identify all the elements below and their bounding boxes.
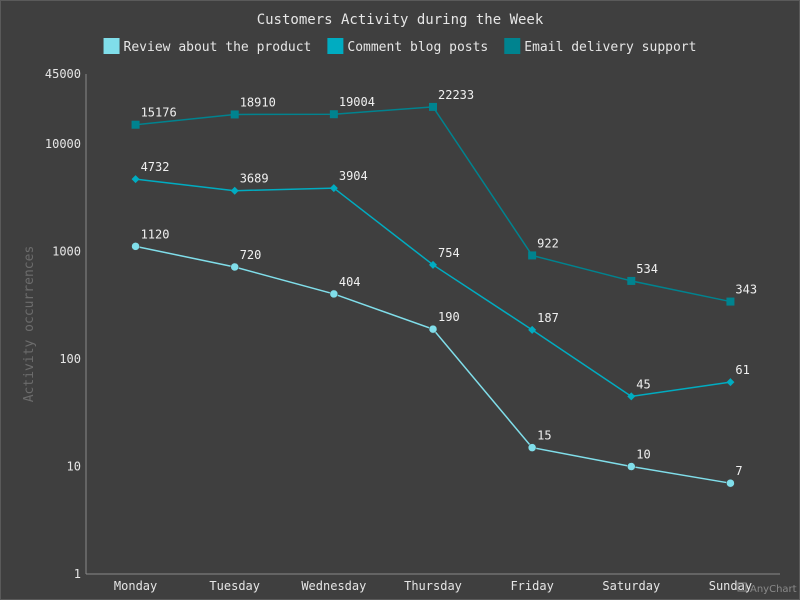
y-tick-label: 10 — [67, 460, 81, 474]
legend-label: Review about the product — [124, 40, 312, 55]
legend-item[interactable]: Comment blog posts — [327, 38, 488, 55]
data-point[interactable] — [527, 443, 537, 452]
y-tick-label: 1000 — [52, 245, 81, 259]
x-tick-label: Monday — [114, 579, 157, 593]
series-1[interactable]: 1120 720 404 190 15 10 7 — [131, 227, 743, 488]
data-label: 10 — [636, 448, 650, 462]
series-line — [135, 178, 731, 398]
data-point[interactable] — [230, 186, 239, 195]
x-tick-label: Wednesday — [301, 579, 366, 593]
data-point[interactable] — [131, 242, 140, 251]
data-point[interactable] — [528, 251, 537, 260]
credit[interactable]: AnyChart — [737, 582, 797, 595]
data-point[interactable] — [131, 175, 140, 184]
data-point[interactable] — [230, 110, 239, 119]
data-label: 190 — [438, 310, 460, 324]
legend-item[interactable]: Email delivery support — [504, 38, 696, 55]
x-tick-label: Friday — [510, 579, 553, 593]
data-label: 15176 — [141, 106, 177, 120]
data-point[interactable] — [131, 120, 140, 129]
series-layer: 15176 18910 19004 22233 922 534 343 4732 3689 390… — [131, 88, 758, 488]
data-point[interactable] — [230, 262, 239, 272]
data-label: 22233 — [438, 88, 474, 102]
data-point[interactable] — [429, 102, 437, 111]
credit-text: AnyChart — [750, 584, 797, 595]
y-tick-label: 100 — [59, 352, 81, 366]
data-point[interactable] — [428, 324, 438, 334]
data-point[interactable] — [726, 378, 735, 387]
data-label: 922 — [537, 236, 559, 250]
legend-label: Email delivery support — [524, 40, 696, 55]
legend-swatch — [504, 38, 521, 54]
data-label: 534 — [636, 262, 658, 276]
x-tick-label: Tuesday — [209, 579, 260, 593]
data-point[interactable] — [528, 325, 537, 334]
data-label: 1120 — [141, 227, 170, 241]
y-axis-title: Activity occurrences — [22, 246, 37, 403]
chart-title: Customers Activity during the Week — [257, 12, 544, 28]
series-3[interactable]: 15176 18910 19004 22233 922 534 343 — [131, 88, 758, 306]
x-tick-label: Saturday — [602, 579, 660, 593]
data-label: 18910 — [240, 95, 276, 109]
y-axis-ticks: 1 10 100 1000 10000 45000 — [45, 67, 81, 581]
legend-label: Comment blog posts — [347, 40, 488, 55]
y-tick-label: 10000 — [45, 137, 81, 151]
data-label: 720 — [240, 248, 262, 262]
data-point[interactable] — [329, 184, 338, 193]
data-label: 7 — [735, 464, 742, 478]
legend-item[interactable]: Review about the product — [103, 38, 312, 55]
data-point[interactable] — [627, 276, 636, 285]
data-label: 45 — [636, 377, 650, 391]
data-point[interactable] — [429, 260, 437, 269]
data-point[interactable] — [627, 462, 636, 471]
legend[interactable]: Review about the product Comment blog pos… — [103, 38, 697, 55]
anychart-logo-icon — [737, 582, 747, 592]
data-label: 15 — [537, 429, 551, 443]
data-label: 187 — [537, 311, 559, 325]
legend-swatch — [327, 38, 344, 54]
data-point[interactable] — [329, 110, 338, 119]
data-label: 19004 — [339, 95, 375, 109]
series-2[interactable]: 4732 3689 3904 754 187 45 61 — [131, 160, 750, 401]
legend-swatch — [103, 38, 120, 54]
x-tick-label: Thursday — [404, 579, 462, 593]
data-label: 343 — [735, 283, 757, 297]
data-label: 4732 — [141, 160, 170, 174]
data-label: 754 — [438, 246, 460, 260]
y-tick-label: 45000 — [45, 67, 81, 81]
x-axis-ticks: Monday Tuesday Wednesday Thursday Friday Satu… — [114, 579, 752, 593]
data-label: 61 — [735, 363, 749, 377]
y-tick-label: 1 — [74, 567, 81, 581]
data-label: 404 — [339, 275, 361, 289]
data-label: 3689 — [240, 172, 269, 186]
data-point[interactable] — [726, 478, 735, 488]
data-point[interactable] — [627, 392, 636, 401]
data-point[interactable] — [726, 297, 735, 306]
data-label: 3904 — [339, 169, 368, 183]
data-point[interactable] — [329, 289, 339, 299]
